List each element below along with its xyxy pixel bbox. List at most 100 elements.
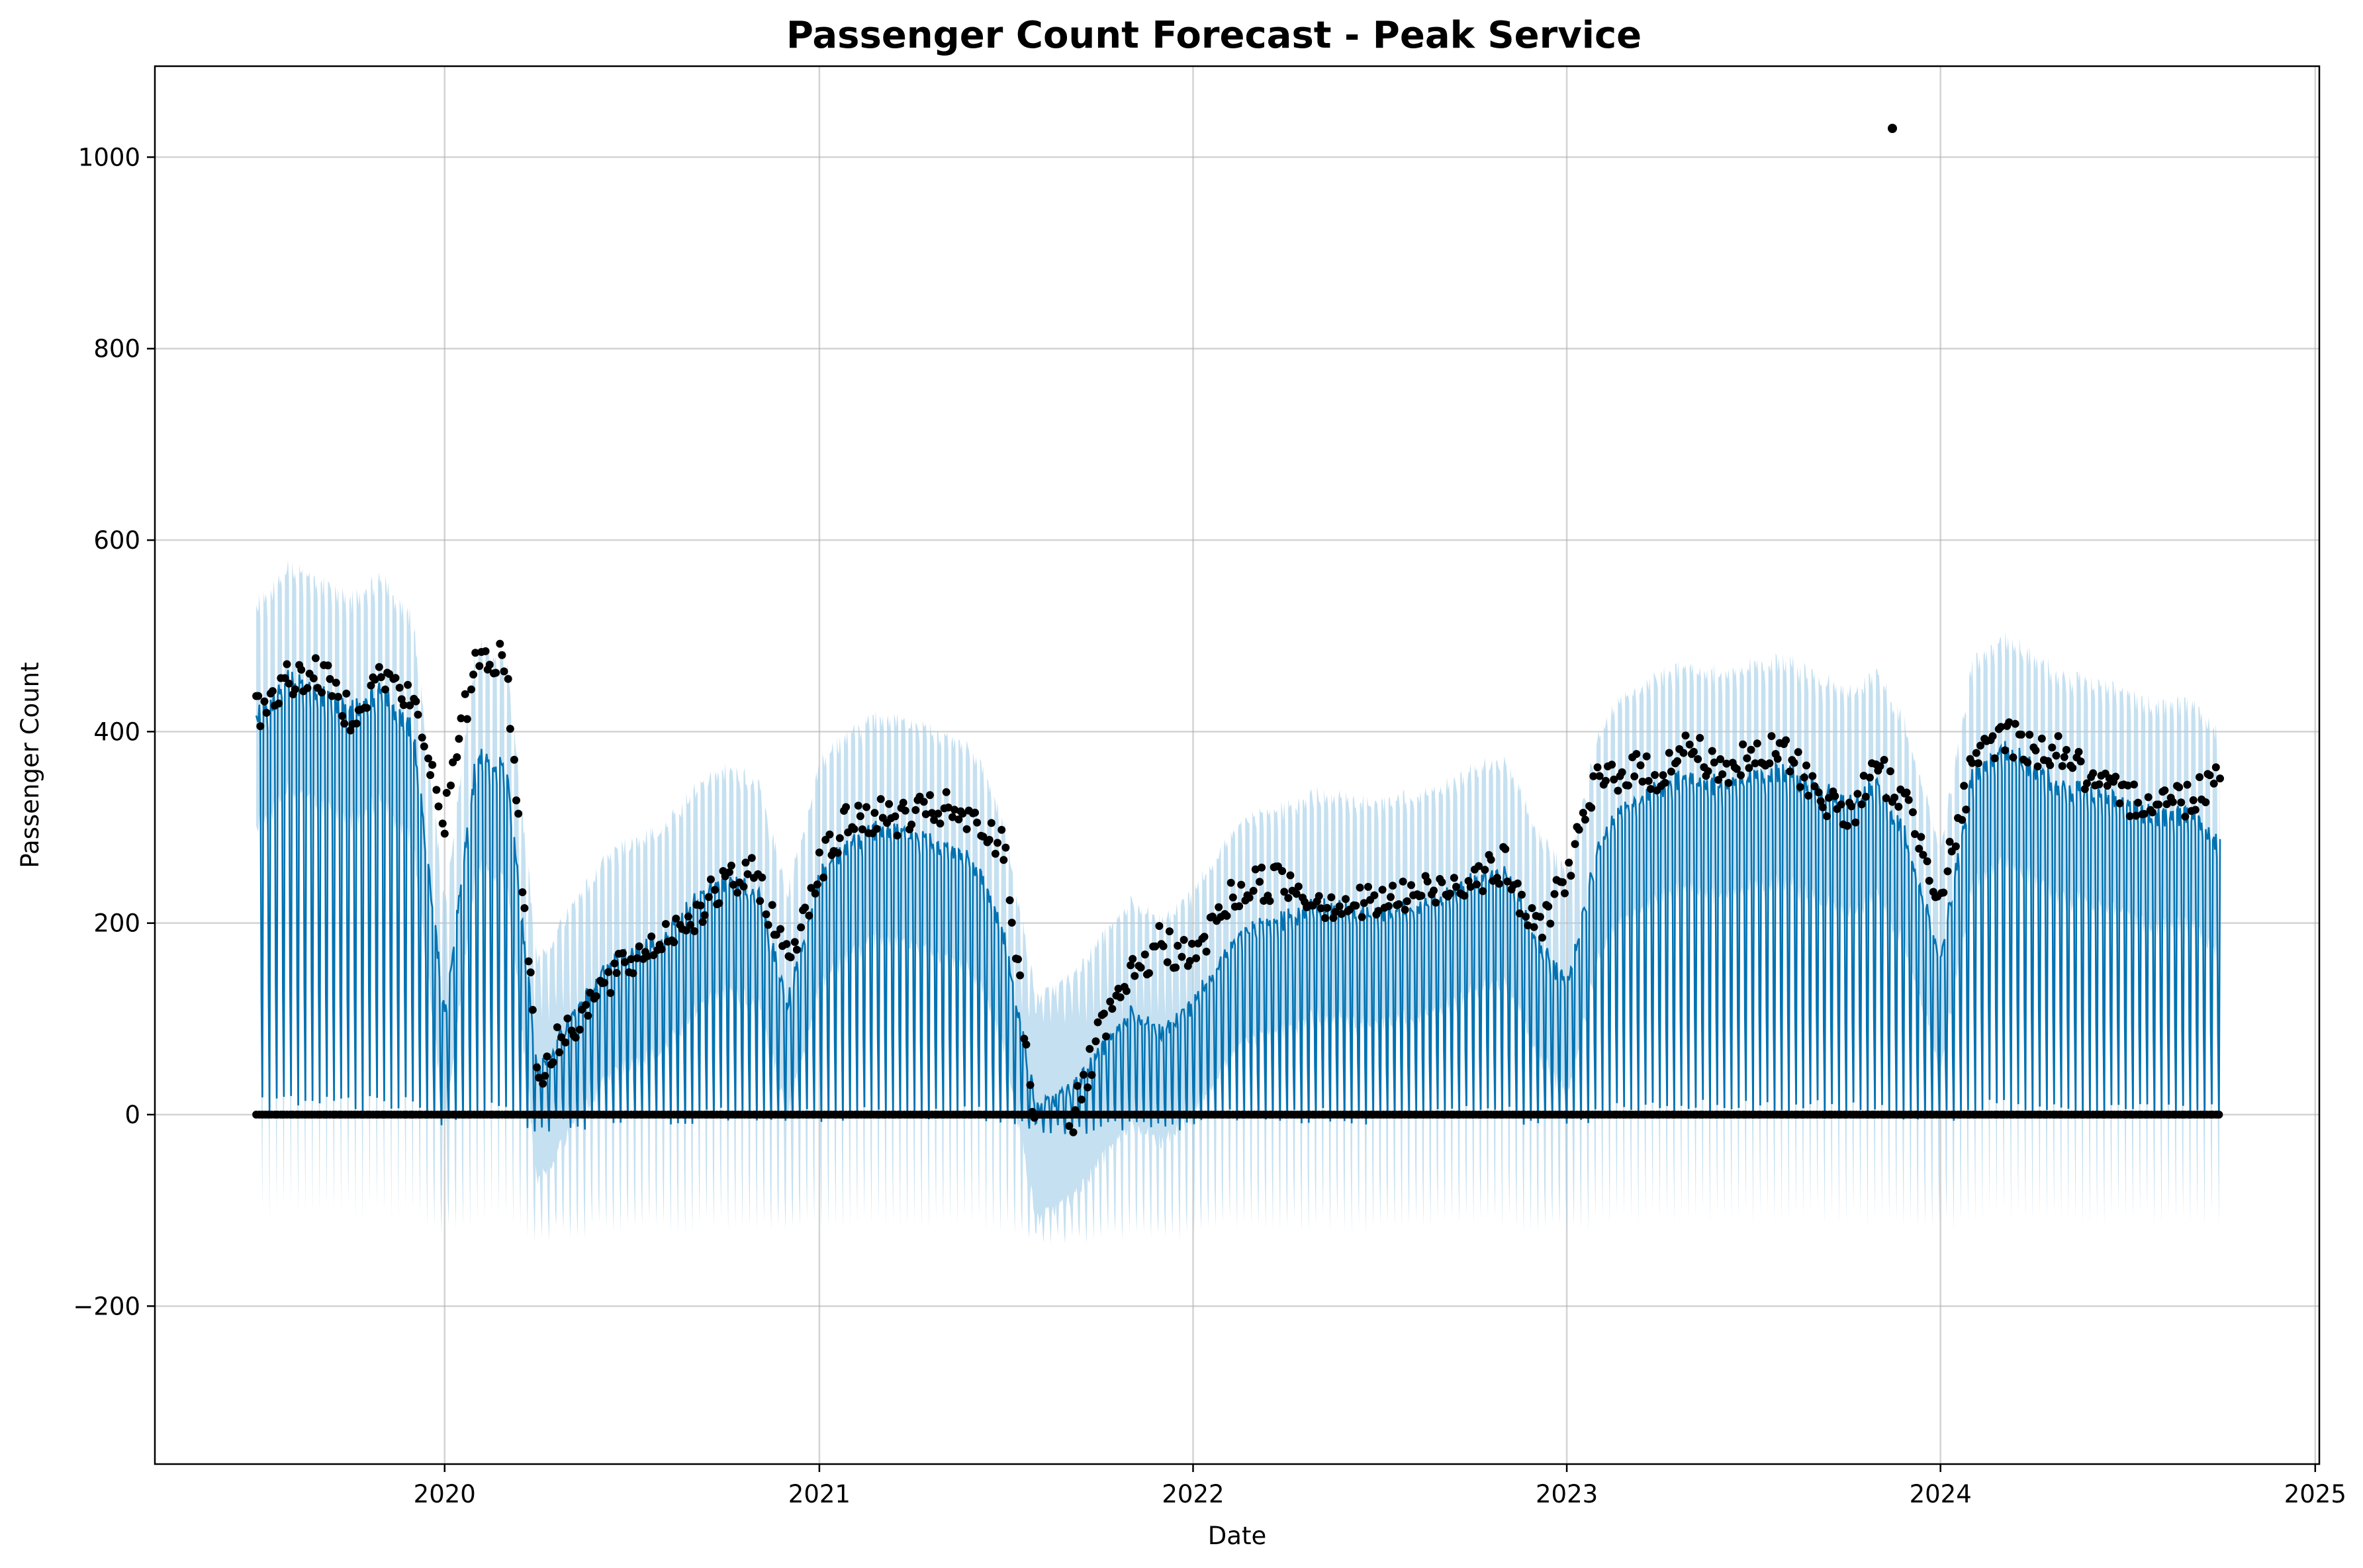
observed-point (457, 714, 465, 723)
observed-point (1561, 889, 1569, 898)
observed-point (2154, 800, 2163, 809)
observed-point (2058, 762, 2066, 770)
observed-point (2162, 800, 2171, 808)
observed-point (1122, 987, 1131, 995)
observed-point (1724, 779, 1733, 787)
observed-point (1673, 757, 1682, 765)
observed-point (2196, 773, 2203, 782)
observed-point (856, 812, 864, 821)
observed-point (647, 932, 656, 941)
observed-point (1722, 759, 1731, 768)
observed-point (1624, 781, 1632, 790)
observed-point (1847, 802, 1856, 811)
observed-point (1007, 919, 1016, 927)
observed-point (463, 715, 471, 723)
observed-point (1084, 1083, 1092, 1091)
observed-point (899, 798, 907, 807)
observed-point (1853, 790, 1862, 798)
y-axis-ticks: −200 0 200 400 600 800 1000 (73, 143, 155, 1320)
observed-point (455, 735, 463, 743)
observed-point (1704, 767, 1712, 776)
y-tick-label: 0 (124, 1101, 140, 1129)
observed-point (979, 833, 988, 841)
observed-point (254, 692, 263, 700)
observed-point (1292, 890, 1301, 898)
observed-point (1131, 972, 1139, 980)
observed-point (338, 712, 347, 720)
observed-point (1843, 821, 1851, 830)
chart-title: Passenger Count Forecast - Peak Service (786, 14, 1642, 57)
observed-point (1747, 745, 1755, 754)
observed-point (936, 819, 945, 828)
observed-point (1595, 772, 1604, 780)
observed-point (324, 661, 332, 670)
observed-point (1974, 759, 1982, 768)
observed-point (1601, 776, 1610, 785)
observed-point (2168, 798, 2177, 806)
observed-point (1608, 761, 1616, 769)
observed-point (1460, 892, 1469, 900)
observed-point (2191, 806, 2200, 814)
observed-point (776, 925, 785, 933)
observed-point (2095, 780, 2104, 788)
observed-point (885, 800, 894, 808)
observed-point (1546, 919, 1555, 928)
observed-point (2033, 762, 2042, 770)
observed-point (2216, 774, 2224, 783)
observed-point (1321, 914, 1329, 922)
observed-point (406, 701, 414, 710)
observed-point (518, 888, 527, 896)
y-tick-label: 1000 (78, 143, 140, 171)
observed-point (309, 674, 318, 682)
observed-point (797, 923, 806, 932)
observed-point (1528, 904, 1536, 912)
observed-point (635, 942, 643, 950)
observed-point (2103, 782, 2111, 790)
observed-point (1522, 912, 1530, 921)
observed-point (512, 796, 520, 805)
observed-point (375, 663, 383, 671)
observed-point (500, 667, 508, 676)
observed-point (1356, 884, 1364, 892)
observed-point (2211, 763, 2220, 772)
observed-point (715, 899, 723, 907)
observed-point (686, 921, 694, 929)
observed-point (555, 1048, 563, 1056)
observed-point (1237, 880, 1246, 889)
observed-point (1565, 858, 1573, 867)
observed-point (1800, 773, 1808, 782)
observed-point (1159, 942, 1168, 950)
observed-point (807, 884, 815, 892)
observed-point (1976, 741, 1984, 750)
observed-point (1403, 897, 1411, 905)
observed-point (1915, 845, 1923, 853)
observed-point (1501, 845, 1510, 853)
observed-point (504, 674, 512, 683)
observed-point (627, 955, 635, 964)
observed-point (739, 882, 748, 891)
observed-point (1587, 804, 1596, 812)
observed-point (391, 674, 400, 682)
observed-point (1708, 747, 1716, 755)
observed-point (1659, 771, 1667, 780)
observed-point (1014, 955, 1022, 964)
observed-point (657, 945, 666, 954)
observed-point (1739, 740, 1747, 749)
observed-point (440, 829, 449, 838)
observed-point (434, 802, 443, 811)
observed-point (926, 791, 934, 800)
observed-point (1990, 754, 1999, 762)
observed-point (985, 835, 994, 844)
observed-point (758, 873, 766, 882)
observed-point (1364, 882, 1372, 891)
x-tick-label: 2022 (1162, 1480, 1224, 1508)
observed-point (1129, 954, 1137, 963)
observed-point (819, 873, 828, 882)
observed-point (291, 685, 299, 694)
observed-point (690, 927, 699, 935)
observed-point (1026, 1081, 1035, 1089)
observed-point (2134, 798, 2143, 807)
observed-point (1831, 792, 1839, 800)
observed-point (1972, 749, 1980, 757)
observed-point (1632, 750, 1641, 759)
